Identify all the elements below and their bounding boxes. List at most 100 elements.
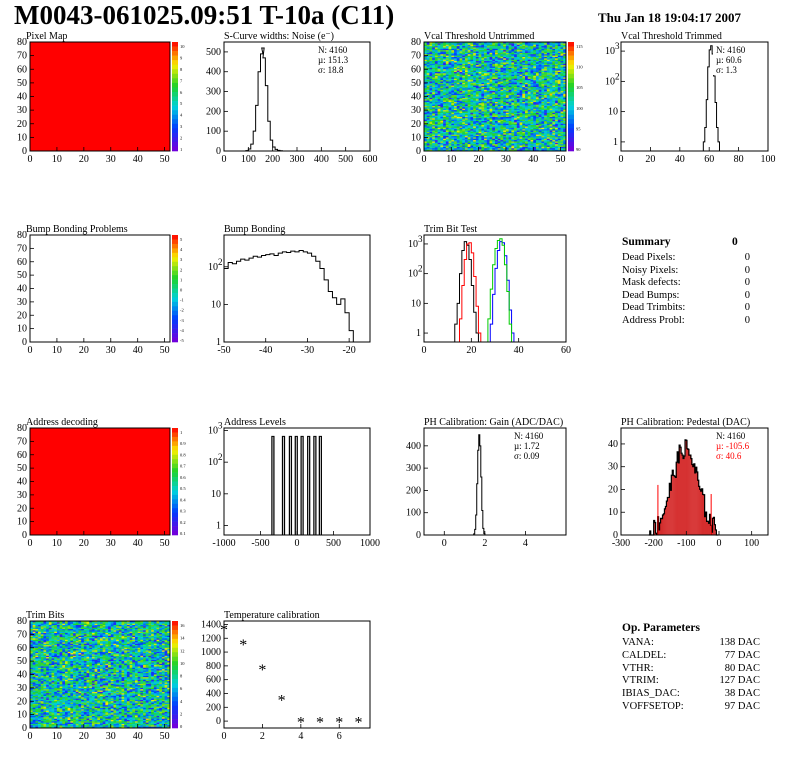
heatmap-cell xyxy=(459,148,463,150)
heatmap-cell xyxy=(503,50,507,52)
heatmap-cell xyxy=(511,89,515,92)
heatmap-cell xyxy=(462,140,466,142)
heatmap-cell xyxy=(456,84,460,86)
palette-band xyxy=(172,494,178,500)
y-tick-label: 60 xyxy=(17,257,27,268)
palette-label: 115 xyxy=(576,44,583,49)
heatmap-cell xyxy=(424,42,428,44)
heatmap-cell xyxy=(500,58,504,61)
heatmap-cell xyxy=(426,69,430,71)
heatmap-cell xyxy=(440,136,444,138)
heatmap-cell xyxy=(497,80,501,82)
stat-sigma: σ: 1.3 xyxy=(716,65,737,75)
heatmap-cell xyxy=(508,116,512,119)
heatmap-cell xyxy=(497,74,501,77)
heatmap-cell xyxy=(489,62,493,65)
heatmap-cell xyxy=(478,103,482,105)
heatmap-cell xyxy=(484,141,488,144)
pedestal-fill-bar xyxy=(680,447,681,535)
heatmap-cell xyxy=(478,95,482,97)
heatmap-cell xyxy=(495,144,499,146)
heatmap-cell xyxy=(445,106,449,108)
heatmap-cell xyxy=(467,69,471,71)
heatmap-cell xyxy=(489,47,493,50)
x-tick-label: 50 xyxy=(556,154,566,165)
heatmap-cell xyxy=(454,111,458,114)
heatmap-cell xyxy=(497,107,501,110)
heatmap-cell xyxy=(511,82,515,85)
heatmap-cell xyxy=(503,103,507,105)
heatmap-cell xyxy=(492,55,496,58)
heatmap-cell xyxy=(440,108,444,111)
heatmap-cell xyxy=(456,141,460,144)
heatmap-cell xyxy=(432,110,436,112)
heatmap-cell xyxy=(505,145,509,148)
heatmap-cell xyxy=(478,137,482,140)
heatmap-cell xyxy=(464,59,468,62)
heatmap-cell xyxy=(426,59,430,62)
heatmap-cell xyxy=(464,144,468,146)
heatmap-cell xyxy=(495,141,499,144)
heatmap-cell xyxy=(505,48,509,51)
heatmap-cell xyxy=(467,86,471,89)
heatmap-cell xyxy=(497,76,501,78)
heatmap-cell xyxy=(511,85,515,88)
heatmap-cell xyxy=(434,101,438,104)
y-tick-label: 60 xyxy=(17,64,27,75)
heatmap-cell xyxy=(434,133,438,135)
heatmap-cell xyxy=(495,106,499,108)
heatmap-cell xyxy=(478,134,482,137)
stat-mu: µ: 151.3 xyxy=(318,55,349,65)
y-tick-exponent: 2 xyxy=(615,71,620,81)
heatmap-cell xyxy=(495,148,499,150)
heatmap-cell xyxy=(508,85,512,88)
heatmap-cell xyxy=(440,140,444,142)
heatmap-cell xyxy=(424,146,428,149)
palette-band xyxy=(172,101,178,106)
heatmap-cell xyxy=(505,65,509,67)
heatmap-cell xyxy=(429,71,433,74)
heatmap-cell xyxy=(500,71,504,74)
y-tick-label: 40 xyxy=(17,284,27,295)
heatmap-cell xyxy=(478,115,482,118)
y-tick-label: 70 xyxy=(17,436,27,447)
heatmap-cell xyxy=(456,91,460,93)
x-tick-label: 60 xyxy=(704,154,714,165)
heatmap-cell xyxy=(489,59,493,62)
heatmap-cell xyxy=(429,50,433,52)
heatmap-cell xyxy=(448,130,452,133)
heatmap-cell xyxy=(467,126,471,129)
heatmap-cell xyxy=(478,148,482,150)
heatmap-cell xyxy=(451,73,455,75)
heatmap-cell xyxy=(462,91,466,93)
heatmap-cell xyxy=(478,149,482,152)
heatmap-cell xyxy=(470,106,474,108)
y-tick-label: 20 xyxy=(608,484,618,495)
y-tick-exponent: 3 xyxy=(218,421,223,431)
heatmap-cell xyxy=(456,121,460,123)
heatmap-cell xyxy=(511,118,515,120)
palette-band xyxy=(172,328,178,334)
heatmap-cell xyxy=(459,142,463,145)
heatmap-cell xyxy=(470,148,474,150)
palette-band xyxy=(172,468,178,473)
heatmap-cell xyxy=(467,42,471,44)
heatmap-cell xyxy=(473,47,477,50)
heatmap-cell xyxy=(429,91,433,93)
heatmap-cell xyxy=(464,133,468,135)
pedestal-fill-bar xyxy=(702,494,704,535)
heatmap-cell xyxy=(462,106,466,108)
heatmap-cell xyxy=(440,118,444,120)
y-tick-label: 1 xyxy=(416,328,421,339)
heatmap-cell xyxy=(470,133,474,135)
heatmap-cell xyxy=(470,142,474,145)
heatmap-cell xyxy=(497,97,501,100)
heatmap-cell xyxy=(497,51,501,54)
heatmap-cell xyxy=(503,112,507,115)
heatmap-cell xyxy=(456,122,460,125)
heatmap-cell xyxy=(500,69,504,71)
histogram-series xyxy=(459,242,482,342)
heatmap-cell xyxy=(459,47,463,50)
heatmap-cell xyxy=(484,115,488,118)
